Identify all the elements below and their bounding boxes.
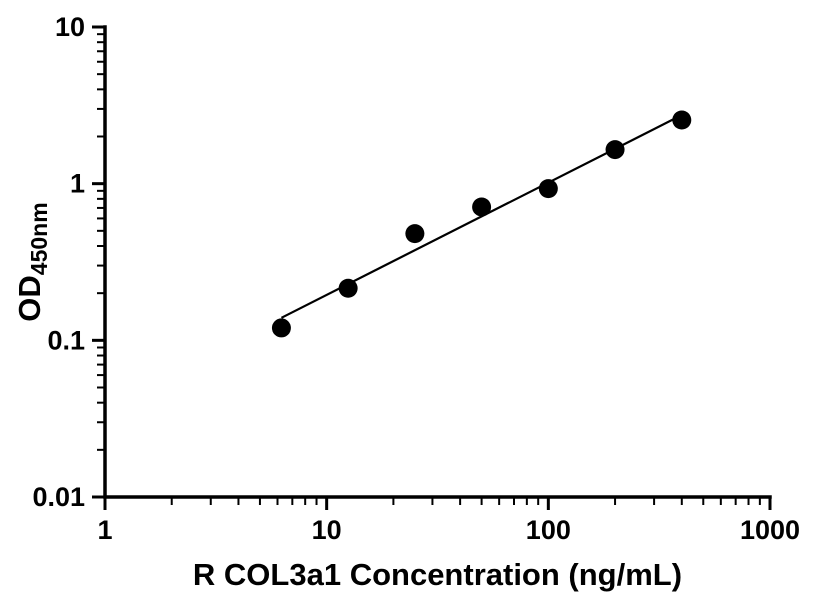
x-tick-label: 100 [526, 515, 571, 545]
data-point [538, 179, 558, 199]
y-axis-title: OD450nm [12, 202, 52, 321]
axes-spines [103, 25, 772, 499]
data-point [338, 278, 358, 298]
data-point [472, 197, 492, 217]
x-tick-label: 1 [97, 515, 112, 545]
y-tick-label: 10 [55, 12, 85, 42]
y-tick-label: 0.1 [47, 325, 85, 355]
y-tick-label: 0.01 [32, 482, 85, 512]
data-point [672, 110, 692, 130]
data-point [605, 140, 625, 160]
x-tick-label: 1000 [740, 515, 800, 545]
x-tick-label: 10 [312, 515, 342, 545]
y-tick-label: 1 [70, 169, 85, 199]
data-point [271, 318, 291, 338]
x-axis-title: R COL3a1 Concentration (ng/mL) [193, 557, 682, 592]
data-point [405, 224, 425, 244]
